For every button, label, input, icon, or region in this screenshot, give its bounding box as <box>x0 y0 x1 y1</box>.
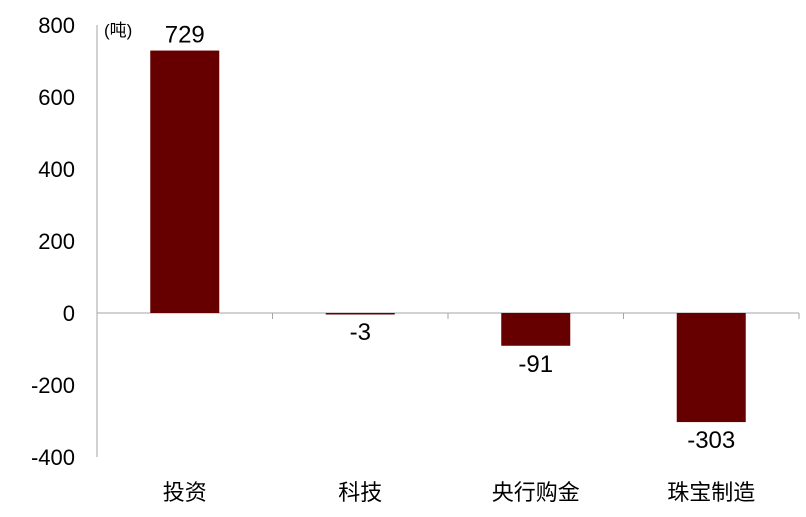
y-tick-label: -200 <box>31 373 75 398</box>
bar <box>501 313 571 346</box>
x-tick-label: 投资 <box>163 480 207 505</box>
data-label: -91 <box>518 351 553 378</box>
unit-label: (吨) <box>104 21 132 40</box>
data-label: 729 <box>165 22 205 49</box>
y-tick-label: 200 <box>38 229 75 254</box>
y-tick-label: 0 <box>63 301 75 326</box>
bar <box>676 313 746 423</box>
data-label: -3 <box>350 319 371 346</box>
y-tick-label: 600 <box>38 85 75 110</box>
y-tick-label: 800 <box>38 13 75 38</box>
bar <box>150 50 220 314</box>
x-tick-label: 央行购金 <box>492 480 580 505</box>
x-tick-label: 珠宝制造 <box>667 480 755 505</box>
y-tick-label: -400 <box>31 445 75 470</box>
data-label: -303 <box>687 427 735 454</box>
y-tick-label: 400 <box>38 157 75 182</box>
bar <box>325 313 395 315</box>
x-tick-label: 科技 <box>338 480 382 505</box>
